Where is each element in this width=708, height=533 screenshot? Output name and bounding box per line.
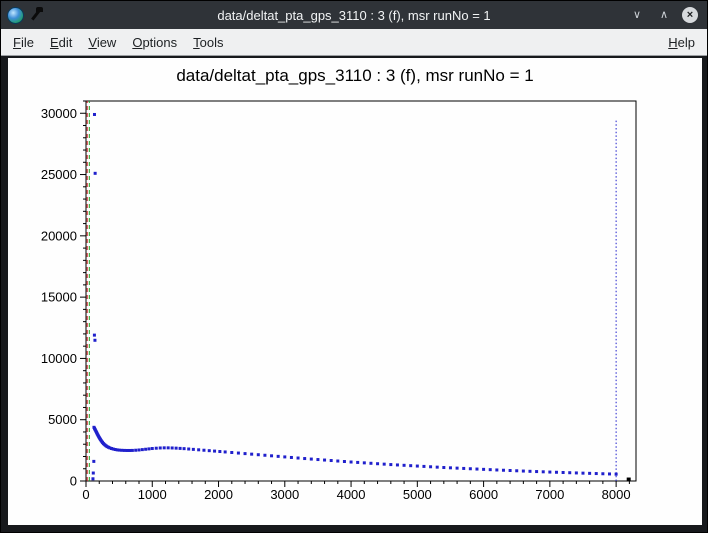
x-tick-label: 1000 xyxy=(138,487,167,502)
y-tick-label: 0 xyxy=(70,474,77,489)
x-tick-label: 6000 xyxy=(469,487,498,502)
close-icon: × xyxy=(686,8,694,21)
chevron-down-icon: ∨ xyxy=(632,8,642,21)
y-tick-label: 10000 xyxy=(41,351,77,366)
minimize-button[interactable]: ∨ xyxy=(628,6,646,24)
y-tick-label: 20000 xyxy=(41,228,77,243)
end-marker xyxy=(626,477,631,482)
x-tick-label: 0 xyxy=(82,487,89,502)
x-tick-label: 5000 xyxy=(403,487,432,502)
window-title: data/deltat_pta_gps_3110 : 3 (f), msr ru… xyxy=(217,7,491,23)
close-button[interactable]: × xyxy=(682,7,698,23)
plot-title: data/deltat_pta_gps_3110 : 3 (f), msr ru… xyxy=(176,66,534,85)
menubar-left: File Edit View Options Tools xyxy=(5,31,232,54)
chevron-up-icon: ∧ xyxy=(659,8,669,21)
titlebar[interactable]: data/deltat_pta_gps_3110 : 3 (f), msr ru… xyxy=(1,1,707,29)
app-icon xyxy=(7,6,24,24)
wrench-icon xyxy=(31,7,47,23)
x-tick-label: 2000 xyxy=(204,487,233,502)
menu-item-view[interactable]: View xyxy=(88,34,117,50)
maximize-button[interactable]: ∧ xyxy=(655,6,673,24)
y-tick-label: 15000 xyxy=(41,290,77,305)
x-tick-label: 4000 xyxy=(337,487,366,502)
x-tick-label: 3000 xyxy=(270,487,299,502)
chart-svg[interactable]: 0 5000 10000 15000 20000 25000 30000 0 1000 2000 3… xyxy=(8,58,702,525)
x-tick-label: 7000 xyxy=(535,487,564,502)
menubar: File Edit View Options Tools Help xyxy=(1,29,707,56)
x-tick-label: 8000 xyxy=(602,487,631,502)
menu-item-edit[interactable]: Edit xyxy=(49,34,73,50)
root-canvas[interactable]: data/deltat_pta_gps_3110 : 3 (f), msr ru… xyxy=(8,58,702,525)
histogram-points xyxy=(91,112,618,481)
menu-item-help[interactable]: Help xyxy=(668,34,695,50)
menu-item-file[interactable]: File xyxy=(13,34,34,50)
plot-frame xyxy=(85,100,637,482)
menubar-right: Help xyxy=(660,31,703,54)
y-tick-label: 5000 xyxy=(48,412,77,427)
menu-item-tools[interactable]: Tools xyxy=(193,34,224,50)
y-tick-label: 30000 xyxy=(41,106,77,121)
y-tick-label: 25000 xyxy=(41,167,77,182)
menu-item-options[interactable]: Options xyxy=(132,34,178,50)
